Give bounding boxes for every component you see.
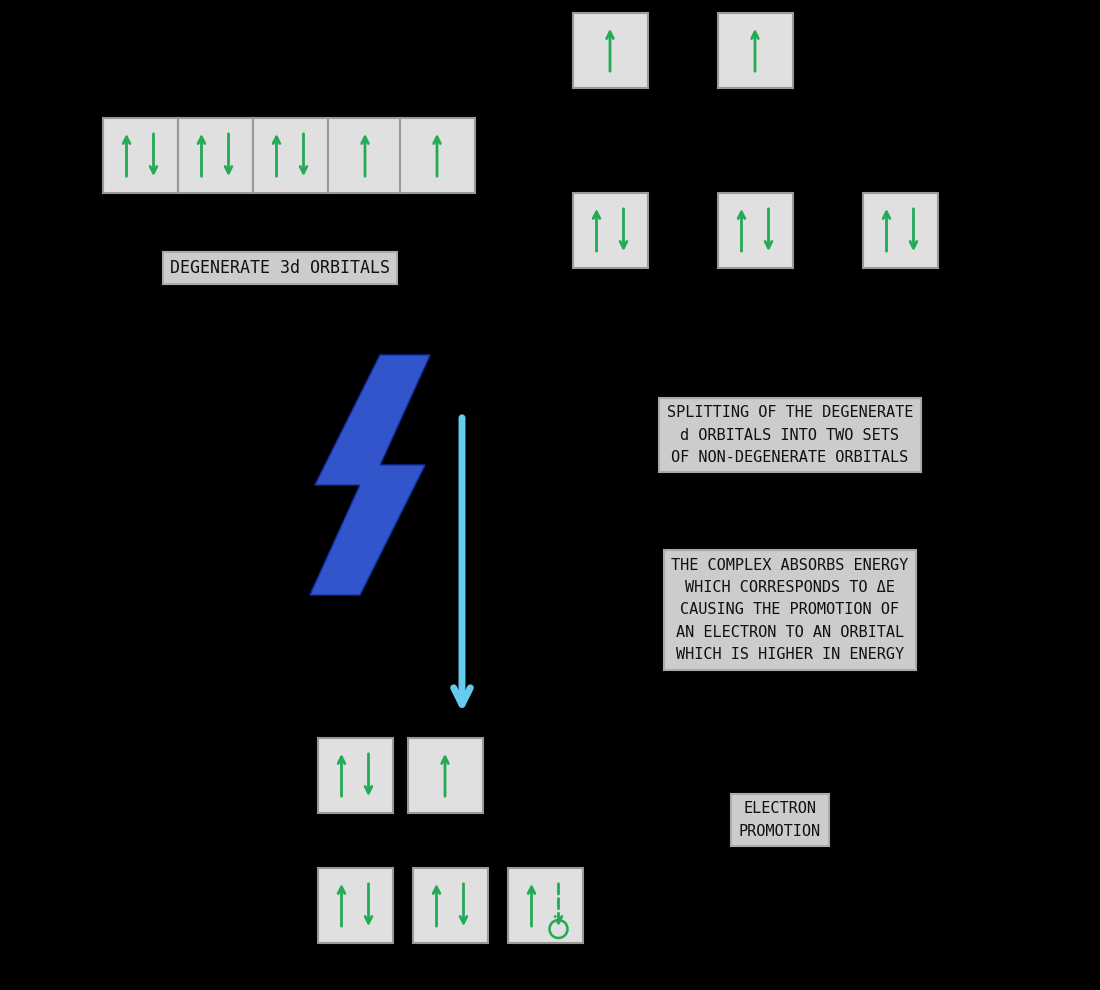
Bar xyxy=(412,867,487,942)
Bar xyxy=(407,738,483,813)
Bar xyxy=(507,867,583,942)
Bar xyxy=(717,13,792,87)
Text: DEGENERATE 3d ORBITALS: DEGENERATE 3d ORBITALS xyxy=(170,259,390,277)
Text: THE COMPLEX ABSORBS ENERGY
WHICH CORRESPONDS TO ΔE
CAUSING THE PROMOTION OF
AN E: THE COMPLEX ABSORBS ENERGY WHICH CORRESP… xyxy=(671,558,909,662)
Bar xyxy=(717,192,792,267)
Text: ELECTRON
PROMOTION: ELECTRON PROMOTION xyxy=(739,801,821,839)
Bar xyxy=(328,118,403,192)
Bar xyxy=(102,118,177,192)
Bar xyxy=(572,13,648,87)
Bar xyxy=(572,192,648,267)
Bar xyxy=(318,867,393,942)
Text: SPLITTING OF THE DEGENERATE
d ORBITALS INTO TWO SETS
OF NON-DEGENERATE ORBITALS: SPLITTING OF THE DEGENERATE d ORBITALS I… xyxy=(667,405,913,464)
Bar xyxy=(177,118,253,192)
Polygon shape xyxy=(310,355,430,595)
Bar xyxy=(318,738,393,813)
Bar xyxy=(399,118,474,192)
Bar xyxy=(253,118,328,192)
Bar xyxy=(862,192,937,267)
